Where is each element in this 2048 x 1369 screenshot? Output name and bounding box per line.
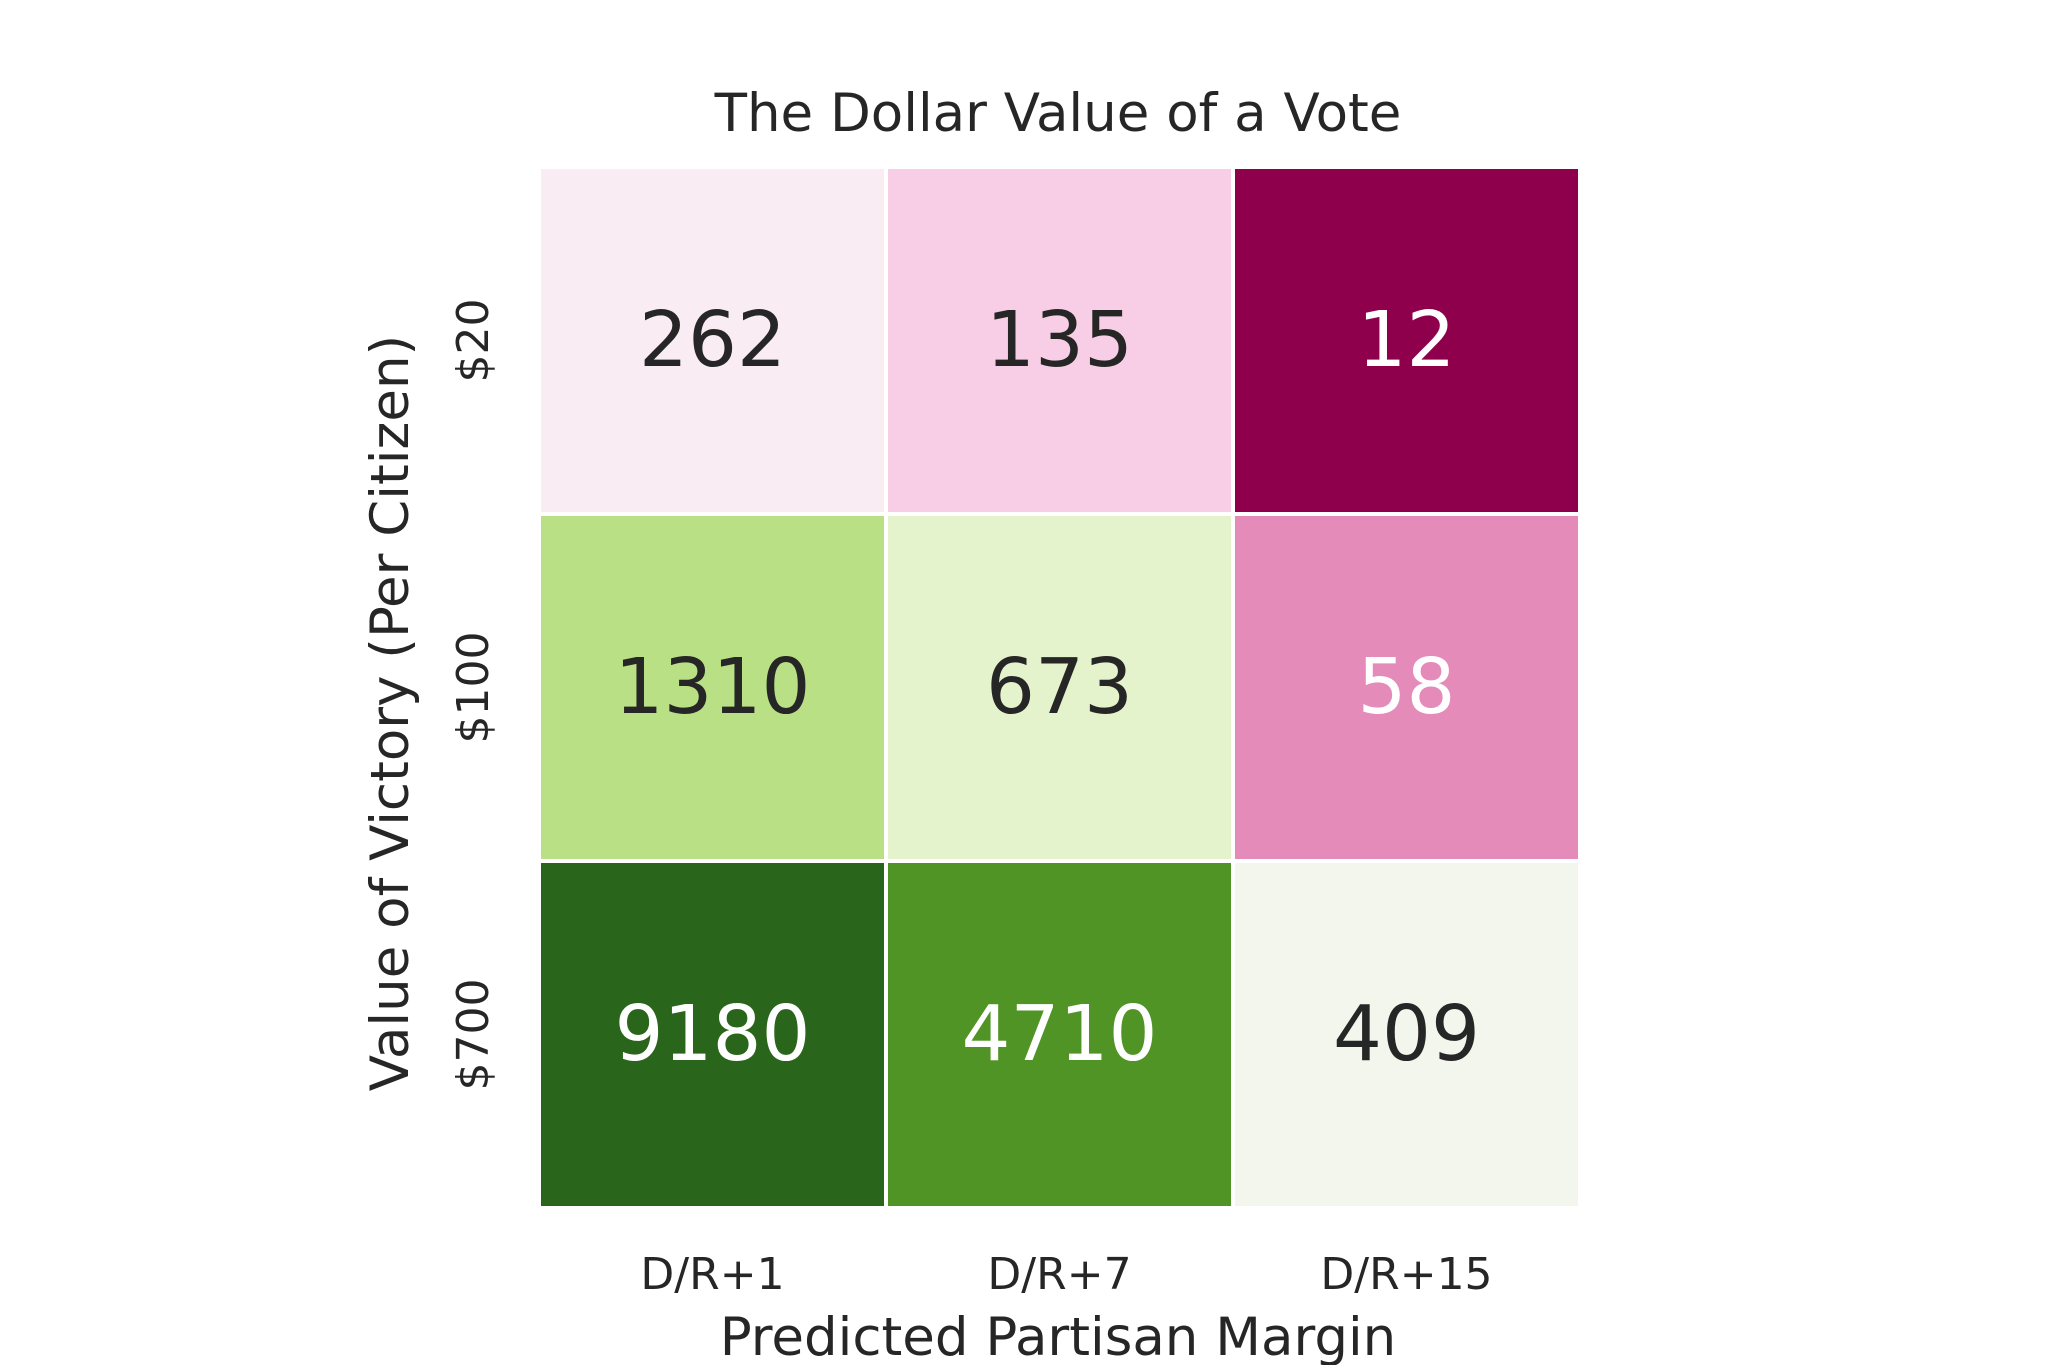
- y-tick-label: $100: [448, 632, 499, 744]
- heatmap-cell: [1231, 165, 1582, 516]
- x-tick-labels: D/R+1 D/R+7 D/R+15: [640, 1249, 1492, 1300]
- x-tick-label: D/R+1: [640, 1249, 784, 1300]
- cell-value-label: 262: [639, 296, 786, 385]
- heatmap-cell: [884, 165, 1235, 516]
- x-tick-label: D/R+15: [1320, 1249, 1492, 1300]
- x-axis-label: Predicted Partisan Margin: [720, 1307, 1397, 1365]
- heatmap-cell: [1231, 512, 1582, 863]
- heatmap-cell: [537, 859, 888, 1210]
- y-axis-label: Value of Victory (Per Citizen): [360, 335, 421, 1091]
- heatmap-cell: [1231, 859, 1582, 1210]
- x-tick-label: D/R+7: [987, 1249, 1131, 1300]
- cell-value-label: 409: [1333, 990, 1480, 1079]
- cell-value-label: 135: [986, 296, 1133, 385]
- y-tick-label: $700: [448, 979, 499, 1091]
- cell-value-label: 9180: [615, 990, 811, 1079]
- heatmap-cells: [537, 165, 1582, 1210]
- heatmap-cell: [537, 512, 888, 863]
- heatmap-cell: [884, 512, 1235, 863]
- cell-value-label: 1310: [615, 643, 811, 732]
- heatmap-cell: [884, 859, 1235, 1210]
- chart-title: The Dollar Value of a Vote: [714, 83, 1402, 144]
- cell-value-label: 4710: [962, 990, 1158, 1079]
- cell-value-label: 673: [986, 643, 1133, 732]
- cell-value-label: 12: [1358, 296, 1456, 385]
- cell-value-label: 58: [1358, 643, 1456, 732]
- y-tick-label: $20: [448, 299, 499, 383]
- heatmap-cell: [537, 165, 888, 516]
- y-tick-labels: $20 $100 $700: [448, 299, 499, 1091]
- cell-value-labels: 262 135 12 1310 673 58 9180 4710 409: [615, 296, 1480, 1079]
